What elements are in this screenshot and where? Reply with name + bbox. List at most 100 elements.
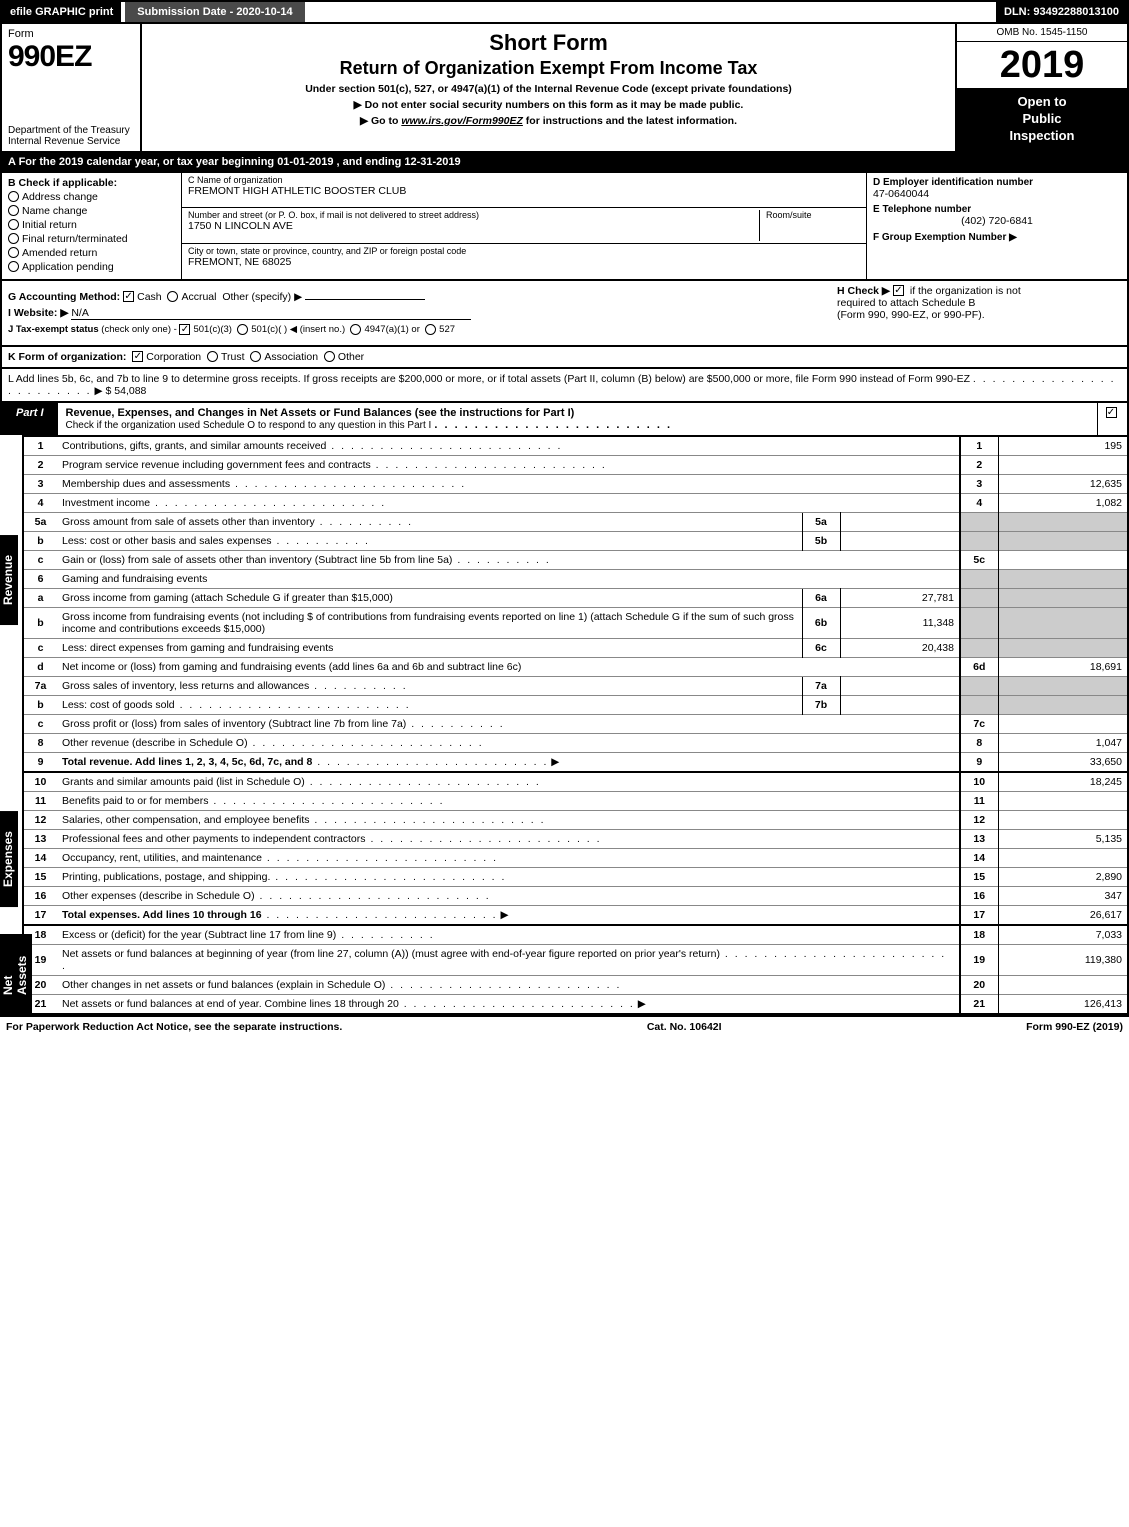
room-suite-label: Room/suite	[760, 210, 860, 241]
ein-block: D Employer identification number 47-0640…	[873, 177, 1121, 200]
entity-block: B Check if applicable: Address change Na…	[0, 171, 1129, 279]
section-def: D Employer identification number 47-0640…	[867, 173, 1127, 279]
l1-num: 1	[23, 436, 57, 456]
header-left: Form 990EZ Department of the Treasury In…	[2, 24, 142, 151]
l1-desc: Contributions, gifts, grants, and simila…	[57, 436, 960, 456]
line-17: 17 Total expenses. Add lines 10 through …	[23, 905, 1128, 924]
section-c: C Name of organization FREMONT HIGH ATHL…	[182, 173, 867, 279]
chk-501c[interactable]	[237, 324, 248, 335]
chk-cash[interactable]	[123, 291, 134, 302]
chk-final-return[interactable]: Final return/terminated	[8, 233, 175, 245]
open-public-badge: Open to Public Inspection	[957, 88, 1127, 151]
revenue-side-tab: Revenue	[0, 535, 18, 625]
group-exemption-block: F Group Exemption Number ▶	[873, 231, 1121, 243]
g-label: G Accounting Method:	[8, 291, 120, 303]
chk-initial-return[interactable]: Initial return	[8, 219, 175, 231]
l1-val: 195	[998, 436, 1128, 456]
subtitle-3: ▶ Go to www.irs.gov/Form990EZ for instru…	[152, 115, 945, 127]
address-cell: Number and street (or P. O. box, if mail…	[182, 208, 866, 244]
dln-label: DLN: 93492288013100	[996, 2, 1127, 22]
h-text2: required to attach Schedule B	[837, 297, 975, 309]
chk-accrual[interactable]	[167, 291, 178, 302]
chk-association[interactable]	[250, 351, 261, 362]
line-5b: b Less: cost or other basis and sales ex…	[23, 531, 1128, 550]
line-6a: a Gross income from gaming (attach Sched…	[23, 588, 1128, 607]
part1-sub: Check if the organization used Schedule …	[66, 420, 432, 431]
chk-schedule-o[interactable]	[1106, 407, 1117, 418]
j-4947: 4947(a)(1) or	[364, 324, 419, 335]
subtitle-2: ▶ Do not enter social security numbers o…	[152, 99, 945, 111]
line-k: K Form of organization: Corporation Trus…	[0, 345, 1129, 367]
header-mid: Short Form Return of Organization Exempt…	[142, 24, 957, 151]
section-b: B Check if applicable: Address change Na…	[2, 173, 182, 279]
chk-amended-return[interactable]: Amended return	[8, 247, 175, 259]
submission-date: Submission Date - 2020-10-14	[125, 2, 304, 22]
line-6: 6 Gaming and fundraising events	[23, 569, 1128, 588]
irs-label: Internal Revenue Service	[8, 136, 120, 147]
line-5c: c Gain or (loss) from sale of assets oth…	[23, 550, 1128, 569]
chk-address-change[interactable]: Address change	[8, 191, 175, 203]
open1: Open to	[1017, 94, 1066, 109]
part1-dots	[434, 419, 672, 431]
ghij-block: G Accounting Method: Cash Accrual Other …	[0, 279, 1129, 345]
revenue-table: 1 Contributions, gifts, grants, and simi…	[22, 435, 1129, 771]
irs-link[interactable]: www.irs.gov/Form990EZ	[401, 115, 523, 127]
line-2: 2 Program service revenue including gove…	[23, 455, 1128, 474]
line-7c: c Gross profit or (loss) from sales of i…	[23, 714, 1128, 733]
expenses-side-tab: Expenses	[0, 811, 18, 907]
l1-lbl: 1	[960, 436, 998, 456]
d-label: D Employer identification number	[873, 177, 1121, 188]
omb-number: OMB No. 1545-1150	[957, 24, 1127, 42]
line-4: 4 Investment income 4 1,082	[23, 493, 1128, 512]
efile-label: efile GRAPHIC print	[2, 2, 121, 22]
netassets-table: 18 Excess or (deficit) for the year (Sub…	[22, 924, 1129, 1015]
part1-header: Part I Revenue, Expenses, and Changes in…	[0, 401, 1129, 435]
chk-527[interactable]	[425, 324, 436, 335]
expenses-table: 10 Grants and similar amounts paid (list…	[22, 771, 1129, 924]
dept-treasury: Department of the Treasury	[8, 125, 130, 136]
g-cash: Cash	[137, 291, 162, 303]
chk-other[interactable]	[324, 351, 335, 362]
g-other-input[interactable]	[305, 299, 425, 300]
line-6d: d Net income or (loss) from gaming and f…	[23, 657, 1128, 676]
g-accrual: Accrual	[181, 291, 216, 303]
page-footer: For Paperwork Reduction Act Notice, see …	[0, 1015, 1129, 1037]
chk-h[interactable]	[893, 285, 904, 296]
line-19: 19 Net assets or fund balances at beginn…	[23, 944, 1128, 975]
netassets-side-tab: Net Assets	[0, 934, 32, 1015]
header-right: OMB No. 1545-1150 2019 Open to Public In…	[957, 24, 1127, 151]
chk-corporation[interactable]	[132, 351, 143, 362]
j-note: (check only one) -	[101, 324, 177, 335]
org-name: FREMONT HIGH ATHLETIC BOOSTER CLUB	[188, 185, 860, 197]
line-3: 3 Membership dues and assessments 3 12,6…	[23, 474, 1128, 493]
footer-cat: Cat. No. 10642I	[647, 1021, 722, 1033]
chk-trust[interactable]	[207, 351, 218, 362]
open3: Inspection	[1009, 128, 1074, 143]
chk-4947[interactable]	[350, 324, 361, 335]
chk-name-change[interactable]: Name change	[8, 205, 175, 217]
k-label: K Form of organization:	[8, 351, 126, 363]
expenses-section: Expenses 10 Grants and similar amounts p…	[0, 771, 1129, 924]
city-label: City or town, state or province, country…	[188, 246, 860, 256]
part1-title: Revenue, Expenses, and Changes in Net As…	[58, 403, 1097, 435]
part1-title-text: Revenue, Expenses, and Changes in Net As…	[66, 407, 575, 419]
line-11: 11 Benefits paid to or for members 11	[23, 791, 1128, 810]
line-10: 10 Grants and similar amounts paid (list…	[23, 772, 1128, 792]
h-label: H Check ▶	[837, 285, 890, 297]
chk-application-pending[interactable]: Application pending	[8, 261, 175, 273]
form-label: Form	[8, 28, 134, 40]
line-1: 1 Contributions, gifts, grants, and simi…	[23, 436, 1128, 456]
line-7a: 7a Gross sales of inventory, less return…	[23, 676, 1128, 695]
subtitle-1: Under section 501(c), 527, or 4947(a)(1)…	[152, 83, 945, 95]
tax-year: 2019	[957, 42, 1127, 88]
chk-501c3[interactable]	[179, 324, 190, 335]
j-501c: 501(c)( ) ◀ (insert no.)	[251, 324, 345, 335]
k-assoc: Association	[264, 351, 318, 363]
sub3-pre: ▶ Go to	[360, 115, 401, 127]
street-address: 1750 N LINCOLN AVE	[188, 220, 753, 232]
form-number: 990EZ	[8, 40, 134, 74]
footer-left: For Paperwork Reduction Act Notice, see …	[6, 1021, 342, 1033]
part1-tab: Part I	[2, 403, 58, 435]
b-label: B Check if applicable:	[8, 177, 117, 189]
website-input[interactable]: N/A	[71, 307, 471, 320]
